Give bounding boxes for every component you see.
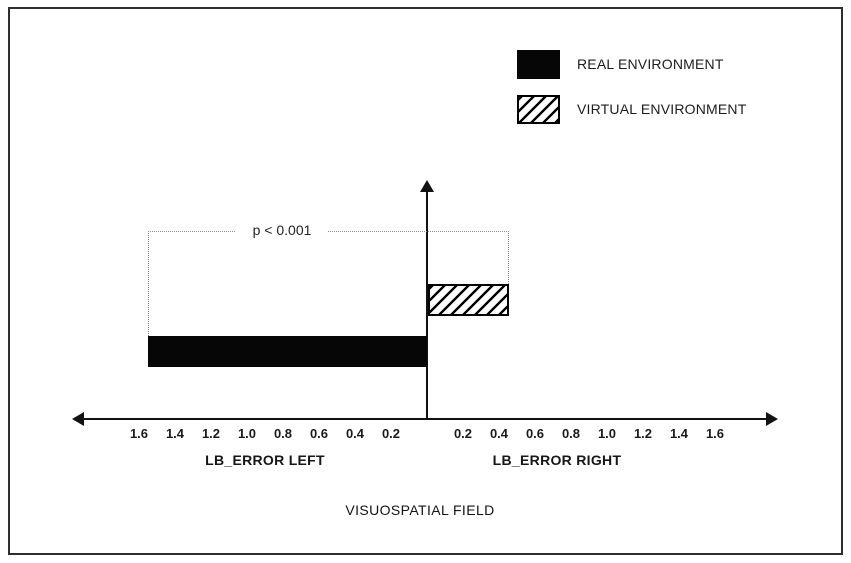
x-axis-tick-label: 1.6 [705, 426, 725, 441]
x-axis-tick-label: 1.0 [237, 426, 257, 441]
x-axis-label-right: LB_ERROR RIGHT [492, 452, 622, 468]
x-axis-tick-label: 1.4 [165, 426, 185, 441]
significance-bracket-right [508, 231, 509, 284]
x-axis-label-left: LB_ERROR LEFT [205, 452, 325, 468]
y-axis-line [426, 191, 428, 419]
x-axis-tick-label: 0.4 [489, 426, 509, 441]
chart-frame [8, 7, 843, 555]
x-axis-tick-label: 1.4 [669, 426, 689, 441]
x-axis-tick-label: 0.6 [525, 426, 545, 441]
x-axis-tick-label: 1.0 [597, 426, 617, 441]
x-axis-tick-label: 0.8 [561, 426, 581, 441]
x-axis-tick-label: 0.6 [309, 426, 329, 441]
p-value-label: p < 0.001 [236, 222, 328, 239]
legend-swatch-real-environment [517, 50, 560, 79]
y-axis-arrowhead-icon [420, 180, 434, 192]
x-axis-tick-label: 1.6 [129, 426, 149, 441]
bar-real-environment [148, 336, 427, 367]
x-axis-title: VISUOSPATIAL FIELD [345, 502, 495, 518]
bar-virtual-environment [428, 284, 509, 316]
legend-label-real-environment: REAL ENVIRONMENT [577, 56, 724, 72]
x-axis-left-arrowhead-icon [72, 412, 84, 426]
x-axis-line [83, 418, 768, 420]
x-axis-tick-label: 1.2 [633, 426, 653, 441]
legend-swatch-virtual-environment [517, 95, 560, 124]
x-axis-tick-label: 0.2 [453, 426, 473, 441]
x-axis-tick-label: 0.8 [273, 426, 293, 441]
x-axis-tick-label: 0.2 [381, 426, 401, 441]
x-axis-tick-label: 0.4 [345, 426, 365, 441]
x-axis-right-arrowhead-icon [766, 412, 778, 426]
x-axis-tick-label: 1.2 [201, 426, 221, 441]
significance-bracket-top [148, 231, 509, 232]
legend-label-virtual-environment: VIRTUAL ENVIRONMENT [577, 101, 747, 117]
significance-bracket-left [148, 231, 149, 336]
